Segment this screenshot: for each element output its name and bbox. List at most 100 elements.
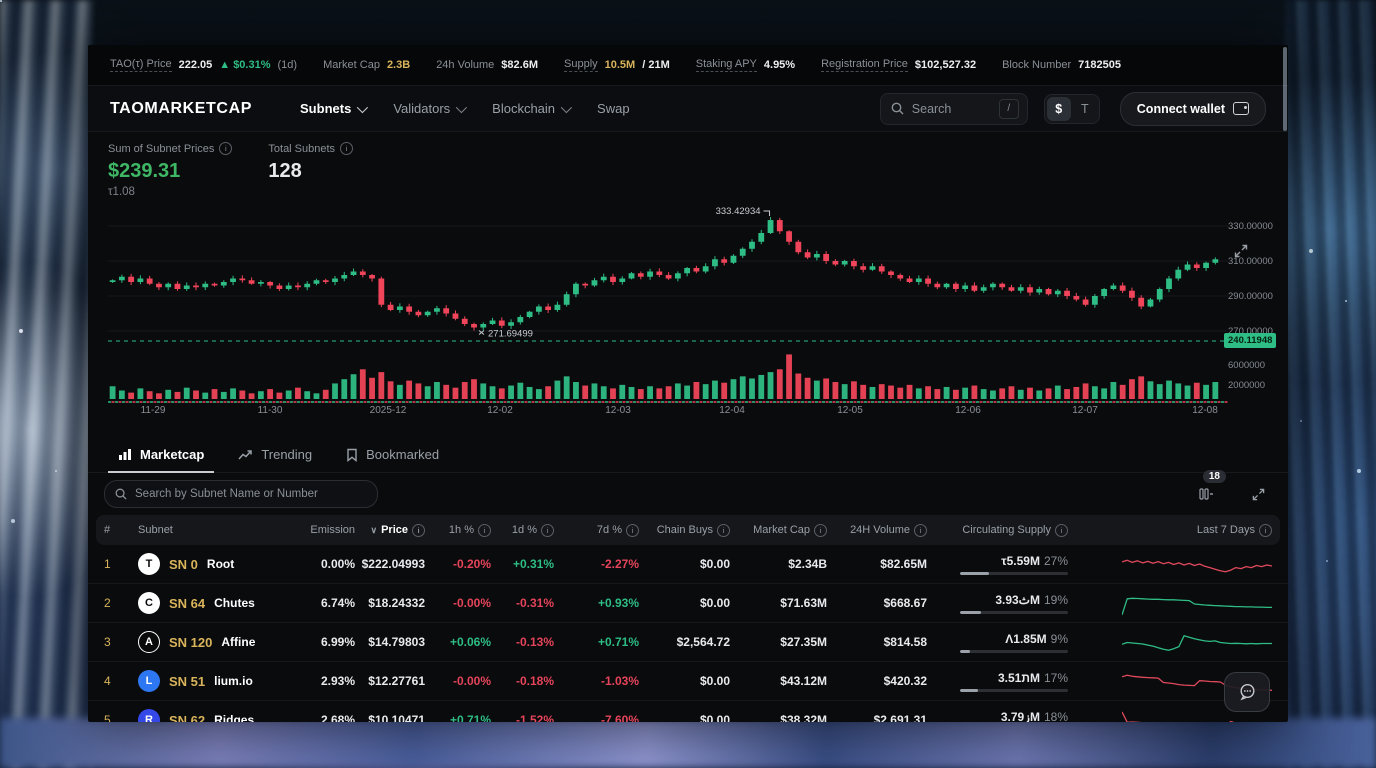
chart-expand-icon[interactable] bbox=[1234, 244, 1248, 263]
info-icon[interactable]: i bbox=[914, 523, 927, 537]
supply-progress-track bbox=[960, 571, 1068, 575]
currency-tao-button[interactable]: T bbox=[1080, 101, 1089, 116]
marketcap-icon bbox=[119, 449, 131, 460]
date-tick: 12-04 bbox=[719, 405, 745, 416]
market-cap-cell: $38.32M bbox=[780, 713, 827, 722]
tab-marketcap[interactable]: Marketcap bbox=[104, 439, 218, 473]
nav-menu-blockchain[interactable]: Blockchain bbox=[478, 93, 583, 124]
stat-label[interactable]: TAO(τ) Price bbox=[110, 58, 172, 72]
column-label: Circulating Supply bbox=[962, 524, 1051, 536]
table-row-sn-0[interactable]: 1 T SN 0 Root 0.00% $222.04993 -0.20% +0.31% -2.… bbox=[88, 545, 1288, 584]
main-navbar: TAOMARKETCAP Subnets Validators Blockchain… bbox=[88, 86, 1288, 132]
nav-menus: Subnets Validators Blockchain Swap bbox=[286, 93, 644, 124]
total-label: Total Subnets bbox=[268, 142, 336, 155]
sum-value: $239.31 bbox=[108, 160, 181, 182]
supply-value: ز3.79M bbox=[1000, 709, 1040, 723]
currency-usd-button[interactable]: $ bbox=[1046, 96, 1071, 121]
subnet-cell: R SN 62 Ridges bbox=[138, 709, 288, 722]
info-icon[interactable]: i bbox=[219, 142, 233, 155]
column-label: Last 7 Days bbox=[1196, 524, 1255, 536]
change-7d-cell: -1.03% bbox=[600, 674, 639, 688]
table-row-sn-120[interactable]: 3 A SN 120 Affine 6.99% $14.79803 +0.06% -0.13%… bbox=[88, 623, 1288, 662]
candlestick-chart[interactable]: 333.42934 271.69499 bbox=[108, 207, 1228, 404]
info-icon[interactable]: i bbox=[412, 523, 425, 537]
filter-count-badge: 18 bbox=[1202, 470, 1226, 483]
chat-support-button[interactable] bbox=[1224, 672, 1270, 712]
table-row-sn-62[interactable]: 5 R SN 62 Ridges 2.68% $10.10471 +0.71% -1.52% -… bbox=[88, 701, 1288, 722]
subnet-search-input[interactable]: Search by Subnet Name or Number bbox=[104, 480, 378, 508]
subnet-cell: A SN 120 Affine bbox=[138, 631, 288, 653]
chain-buys-cell: $0.00 bbox=[699, 557, 730, 571]
background-streaks-right bbox=[1286, 0, 1376, 768]
global-stats-bar: TAO(τ) Price 222.05 ▲ $0.31% (1d) Market Cap… bbox=[88, 45, 1288, 86]
column-header-1h-[interactable]: 1h % i bbox=[425, 523, 491, 537]
price-tick: 310.00000 bbox=[1228, 256, 1273, 267]
stat-label[interactable]: Supply bbox=[564, 58, 598, 72]
page-scrollbar[interactable] bbox=[1283, 47, 1287, 131]
nav-menu-validators[interactable]: Validators bbox=[379, 93, 478, 124]
column-header-emission[interactable]: Emission bbox=[288, 524, 355, 536]
stat-value: (1d) bbox=[277, 59, 298, 71]
column-header-last-7-days[interactable]: Last 7 Days i bbox=[1068, 523, 1272, 537]
table-toolbar: Search by Subnet Name or Number 18 bbox=[88, 470, 1288, 515]
chat-bubble-icon bbox=[1239, 683, 1255, 701]
column-header-circulating-supply[interactable]: Circulating Supply i bbox=[927, 523, 1068, 537]
supply-value: τ5.59M bbox=[1001, 553, 1040, 568]
nav-menu-swap[interactable]: Swap bbox=[583, 93, 644, 124]
table-row-sn-51[interactable]: 4 L SN 51 lium.io 2.93% $12.27761 -0.00% -0.18%… bbox=[88, 662, 1288, 701]
info-icon[interactable]: i bbox=[340, 142, 354, 155]
volume-tick: 6000000 bbox=[1228, 360, 1265, 371]
column-label: Chain Buys bbox=[656, 524, 713, 536]
stat-label[interactable]: Registration Price bbox=[821, 58, 908, 72]
brand-logo[interactable]: TAOMARKETCAP bbox=[110, 99, 253, 117]
column-header-subnet[interactable]: Subnet bbox=[138, 524, 288, 536]
table-expand-button[interactable] bbox=[1244, 481, 1272, 507]
nav-menu-subnets[interactable]: Subnets bbox=[286, 93, 379, 124]
column-header-1d-[interactable]: 1d % i bbox=[491, 523, 554, 537]
info-icon[interactable]: i bbox=[717, 523, 730, 537]
column-header-price[interactable]: ∨ Price i bbox=[355, 523, 425, 537]
date-tick: 12-07 bbox=[1072, 405, 1098, 416]
tab-bookmarked[interactable]: Bookmarked bbox=[332, 439, 453, 472]
rank-cell: 4 bbox=[104, 674, 111, 688]
chart-header-stats: Sum of Subnet Prices i $239.31 τ1.08 Tot… bbox=[108, 142, 354, 198]
current-price-label: 240.11948 bbox=[1224, 333, 1277, 348]
tab-trending[interactable]: Trending bbox=[224, 439, 326, 472]
overview-chart-section: Sum of Subnet Prices i $239.31 τ1.08 Tot… bbox=[88, 132, 1288, 437]
global-search[interactable]: Search / bbox=[879, 92, 1028, 125]
supply-progress-fill bbox=[960, 571, 990, 575]
list-tabs: Marketcap Trending Bookmarked bbox=[88, 437, 1288, 473]
column-header--[interactable]: # bbox=[104, 524, 138, 536]
stat-item: Supply 10.5M / 21M bbox=[564, 58, 670, 72]
subnet-number: SN 64 bbox=[169, 595, 206, 611]
info-icon[interactable]: i bbox=[814, 523, 827, 537]
chutes-logo-icon: C bbox=[138, 592, 160, 614]
info-icon[interactable]: i bbox=[1055, 523, 1068, 537]
change-1h-cell: -0.00% bbox=[452, 674, 491, 688]
stat-item: Registration Price $102,527.32 bbox=[821, 58, 976, 72]
change-7d-cell: -7.60% bbox=[600, 713, 639, 722]
supply-value: ث3.93M bbox=[995, 592, 1040, 607]
info-icon[interactable]: i bbox=[478, 523, 491, 537]
supply-percent: 27% bbox=[1043, 553, 1068, 568]
background-network-dots bbox=[0, 0, 2, 2]
connect-wallet-button[interactable]: Connect wallet bbox=[1119, 91, 1266, 126]
stat-label[interactable]: Staking APY bbox=[695, 58, 757, 72]
info-icon[interactable]: i bbox=[541, 523, 554, 537]
column-header-market-cap[interactable]: Market Cap i bbox=[730, 523, 827, 537]
sum-of-subnet-prices: Sum of Subnet Prices i $239.31 τ1.08 bbox=[108, 142, 233, 198]
emission-cell: 6.99% bbox=[320, 635, 355, 649]
column-header-24h-volume[interactable]: 24H Volume i bbox=[827, 523, 927, 537]
wallet-icon bbox=[1233, 102, 1249, 115]
table-row-sn-64[interactable]: 2 C SN 64 Chutes 6.74% $18.24332 -0.00% -0.31% +… bbox=[88, 584, 1288, 623]
chain-buys-cell: $0.00 bbox=[699, 674, 730, 688]
column-filter-button[interactable]: 18 bbox=[1192, 470, 1226, 507]
info-icon[interactable]: i bbox=[1259, 523, 1272, 537]
circulating-supply-cell: Λ1.85M 9% bbox=[927, 632, 1068, 653]
column-header-chain-buys[interactable]: Chain Buys i bbox=[639, 523, 730, 537]
column-label: 1h % bbox=[448, 524, 474, 536]
info-icon[interactable]: i bbox=[626, 523, 639, 537]
last-7-days-cell bbox=[1068, 587, 1272, 619]
market-cap-cell: $71.63M bbox=[780, 596, 827, 610]
column-header-7d-[interactable]: 7d % i bbox=[554, 523, 639, 537]
